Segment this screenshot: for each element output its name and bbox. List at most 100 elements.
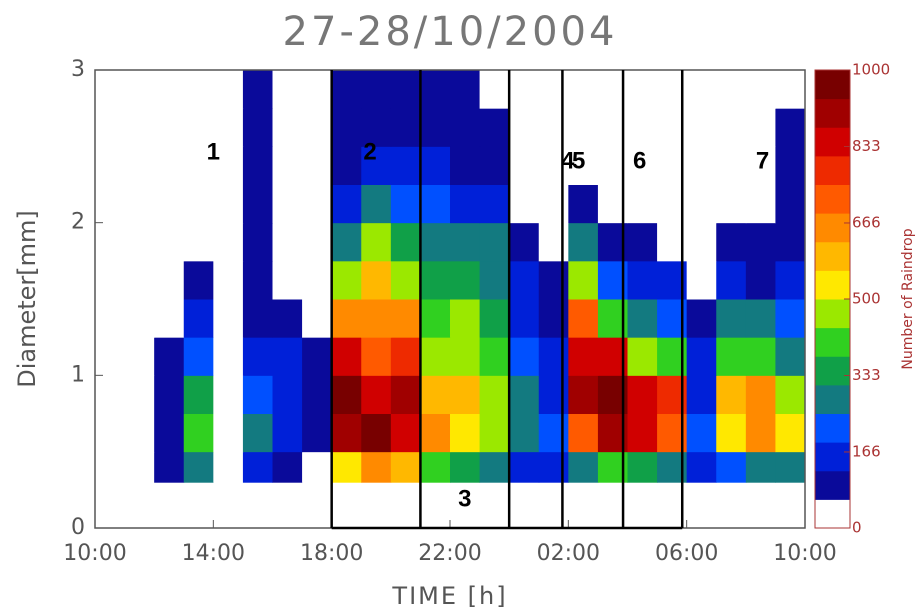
heat-cell (479, 184, 510, 224)
heat-cell (686, 299, 717, 338)
heat-cell (479, 299, 510, 338)
heat-cell (568, 260, 599, 300)
heat-cell (420, 299, 451, 338)
heat-cell (420, 375, 451, 414)
heat-cell (509, 222, 540, 262)
heat-cell (390, 70, 421, 109)
heat-cell (686, 260, 717, 300)
colorbar-band (815, 98, 850, 128)
heat-cell (716, 451, 747, 483)
heat-cell (213, 70, 244, 109)
period-label: 7 (756, 147, 769, 174)
heat-cell (213, 260, 244, 300)
heat-cell (568, 451, 599, 483)
heat-cell (450, 222, 481, 262)
heat-cell (509, 146, 540, 185)
heat-cell (538, 260, 569, 300)
heat-cell (745, 375, 776, 414)
heat-cell (775, 337, 806, 376)
x-tick-label: 06:00 (655, 541, 718, 566)
heat-cell (568, 70, 599, 109)
colorbar-tick-label: 666 (852, 213, 881, 231)
heat-cell (686, 146, 717, 185)
heat-cell (627, 413, 658, 453)
heat-cell (420, 451, 451, 483)
heat-cell (183, 451, 214, 483)
x-tick-label: 22:00 (418, 541, 481, 566)
heat-cell (154, 260, 185, 300)
heat-cell (775, 184, 806, 224)
heat-cell (450, 375, 481, 414)
heat-cell (716, 260, 747, 300)
heat-cell (420, 260, 451, 300)
heat-cell (390, 375, 421, 414)
colorbar-tick-label: 833 (852, 137, 881, 155)
heat-cell (745, 413, 776, 453)
heat-cell (745, 108, 776, 147)
heat-cell (745, 260, 776, 300)
x-tick-label: 02:00 (537, 541, 600, 566)
heat-cell (331, 70, 362, 109)
heat-cell (331, 222, 362, 262)
colorbar-band (815, 155, 850, 185)
heat-cell (124, 413, 155, 453)
heat-cell (361, 260, 392, 300)
heat-cell (361, 413, 392, 453)
y-tick-label: 0 (71, 515, 85, 540)
heat-cell (686, 337, 717, 376)
heat-cell (95, 146, 126, 185)
heat-cell (95, 413, 126, 453)
heat-cell (538, 146, 569, 185)
heat-cell (124, 337, 155, 376)
heat-cell (124, 375, 155, 414)
heat-cell (183, 260, 214, 300)
heat-cell (302, 375, 333, 414)
heat-cell (568, 299, 599, 338)
colorbar-band (815, 299, 850, 329)
heat-cell (450, 146, 481, 185)
heat-cell (509, 184, 540, 224)
colorbar-band (815, 470, 850, 500)
heat-cell (242, 70, 273, 109)
heat-cell (568, 184, 599, 224)
heat-cell (302, 222, 333, 262)
period-label: 4 (561, 147, 575, 174)
heat-cell (509, 70, 540, 109)
heat-cell (124, 222, 155, 262)
heat-cell (361, 108, 392, 147)
heat-cell (479, 70, 510, 109)
heat-cell (302, 146, 333, 185)
heat-cell (450, 184, 481, 224)
heat-cell (450, 108, 481, 147)
heat-cell (479, 222, 510, 262)
heat-cell (242, 375, 273, 414)
heat-cell (183, 337, 214, 376)
heat-cell (716, 413, 747, 453)
heat-cell (509, 108, 540, 147)
heat-cell (213, 299, 244, 338)
heat-cell (420, 413, 451, 453)
heat-cell (154, 184, 185, 224)
heat-cell (390, 146, 421, 185)
heat-cell (124, 70, 155, 109)
heat-cell (272, 375, 303, 414)
heat-cell (568, 222, 599, 262)
heat-cell (361, 184, 392, 224)
heat-cell (183, 146, 214, 185)
heat-cell (420, 70, 451, 109)
heat-cell (479, 108, 510, 147)
heat-cell (716, 299, 747, 338)
colorbar-band (815, 327, 850, 357)
heat-cell (390, 299, 421, 338)
heat-cell (95, 70, 126, 109)
heat-cell (95, 375, 126, 414)
heat-cell (775, 451, 806, 483)
heat-cell (331, 375, 362, 414)
heat-cell (420, 108, 451, 147)
y-axis-title: Diameter[mm] (13, 210, 41, 388)
heat-cell (242, 222, 273, 262)
heat-cell (538, 337, 569, 376)
heat-cell (775, 70, 806, 109)
colorbar-tick-label: 333 (852, 366, 881, 384)
